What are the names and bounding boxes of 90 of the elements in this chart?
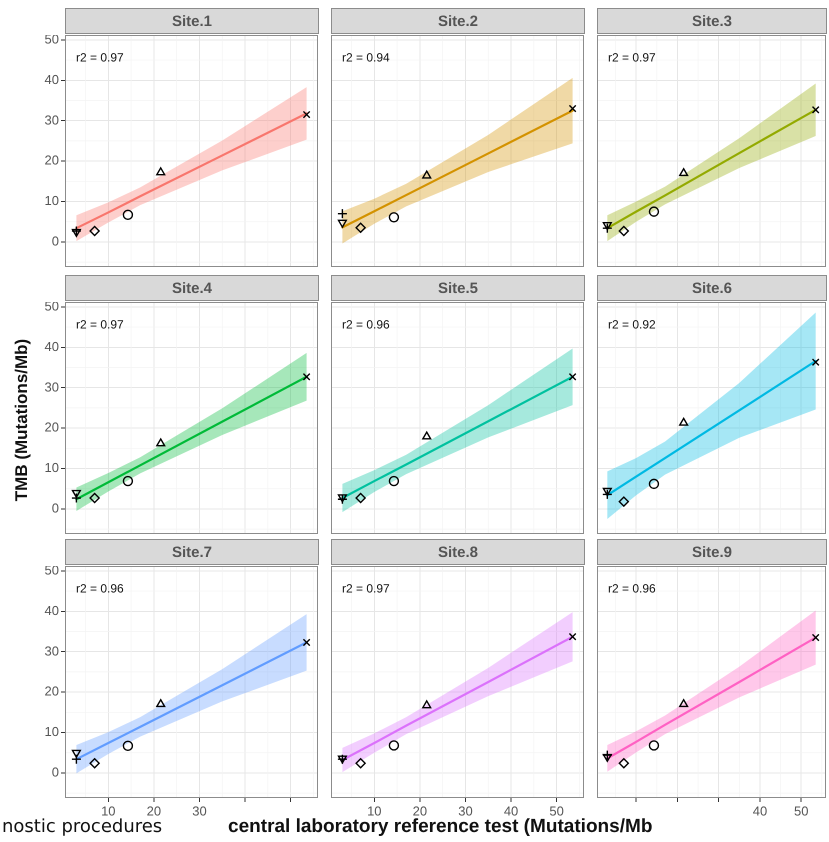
- annotation: r2 = 0.97: [342, 581, 390, 596]
- point: [679, 418, 688, 426]
- y-tick-label: 10: [44, 460, 59, 476]
- point: [568, 632, 576, 641]
- annotation: r2 = 0.97: [76, 50, 124, 64]
- chart-title: Site.9: [597, 539, 827, 565]
- y-tick-label: 20: [44, 684, 59, 699]
- point: [618, 226, 630, 236]
- y-tick-label: 40: [44, 72, 59, 87]
- x-tick-label: 30: [458, 803, 473, 818]
- annotation: r2 = 0.92: [608, 317, 656, 332]
- point: [156, 438, 166, 446]
- annotation: r2 = 0.97: [76, 317, 124, 332]
- point: [89, 226, 100, 236]
- y-tick-label: 30: [44, 112, 59, 128]
- annotation: r2 = 0.96: [76, 581, 124, 596]
- point: [72, 228, 81, 238]
- point: [122, 740, 134, 752]
- chart-title: Site.1: [65, 8, 319, 34]
- point: [602, 222, 612, 230]
- y-tick-label: 20: [44, 420, 59, 435]
- chart-title: Site.2: [331, 8, 585, 34]
- point: [337, 208, 348, 219]
- point: [422, 431, 432, 440]
- chart-title: Site.5: [331, 275, 585, 301]
- chart-title: Site.6: [597, 275, 827, 301]
- point: [602, 754, 612, 762]
- x-tick-label: 20: [412, 803, 428, 818]
- y-tick-label: 40: [44, 338, 59, 354]
- y-tick-label: 0: [52, 764, 59, 780]
- annotation: r2 = 0.94: [342, 50, 390, 64]
- point: [679, 699, 688, 708]
- x-tick-label: 10: [101, 803, 116, 818]
- point: [89, 758, 100, 768]
- point: [422, 170, 432, 179]
- point: [89, 492, 100, 504]
- point: [338, 220, 347, 228]
- point: [812, 106, 820, 114]
- point: [355, 758, 366, 768]
- point: [602, 488, 612, 496]
- x-axis-title: central laboratory reference test (Mutations/Mb: [228, 816, 652, 838]
- point: [812, 634, 820, 642]
- point: [648, 478, 660, 490]
- y-tick-label: 40: [44, 602, 59, 618]
- point: [679, 168, 688, 176]
- y-tick-label: 0: [52, 234, 59, 249]
- point: [72, 750, 81, 758]
- annotation: r2 = 0.96: [608, 581, 656, 596]
- annotation: r2 = 0.97: [608, 50, 656, 64]
- point: [156, 699, 166, 708]
- point: [302, 110, 310, 119]
- point: [618, 758, 630, 768]
- point: [648, 206, 660, 217]
- text: nostic procedures: [2, 816, 162, 838]
- x-tick-label: 40: [752, 803, 768, 818]
- point: [568, 104, 576, 112]
- x-tick-label: 30: [192, 803, 207, 818]
- x-tick-label: 50: [794, 803, 808, 818]
- point: [355, 222, 366, 233]
- point: [355, 492, 366, 504]
- chart-title: Site.4: [65, 275, 319, 301]
- y-axis-title: TMB (Mutations/Mb): [12, 338, 32, 502]
- x-tick-label: 20: [146, 803, 162, 818]
- point: [812, 358, 820, 366]
- chart-title: Site.3: [597, 8, 827, 34]
- point: [72, 490, 81, 498]
- point: [122, 210, 134, 220]
- point: [302, 372, 310, 381]
- y-tick-label: 30: [44, 379, 59, 394]
- point: [302, 638, 310, 646]
- chart-title: Site.8: [331, 539, 585, 565]
- y-tick-label: 30: [44, 643, 59, 658]
- point: [156, 167, 166, 176]
- chart-title: Site.7: [65, 539, 319, 565]
- x-tick-label: 50: [549, 803, 564, 818]
- y-tick-label: 10: [44, 193, 59, 208]
- point: [648, 740, 660, 751]
- point: [568, 372, 576, 381]
- point: [388, 212, 400, 222]
- point: [388, 476, 400, 486]
- point: [618, 496, 630, 507]
- y-tick-label: 0: [52, 500, 59, 516]
- point: [122, 476, 134, 486]
- y-tick-label: 10: [44, 724, 59, 740]
- x-tick-label: 10: [367, 803, 382, 818]
- x-tick-label: 40: [504, 803, 518, 818]
- y-tick-label: 20: [44, 152, 59, 168]
- annotation: r2 = 0.96: [342, 317, 390, 332]
- point: [388, 740, 400, 751]
- point: [422, 700, 432, 708]
